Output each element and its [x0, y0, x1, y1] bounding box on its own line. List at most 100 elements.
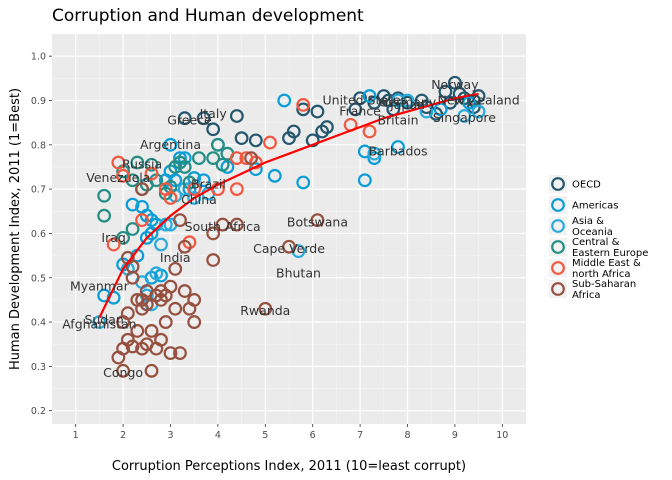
data-point: [135, 182, 149, 197]
data-point: [229, 151, 244, 165]
data-point: [196, 111, 211, 126]
data-point: [433, 102, 448, 117]
data-point: [282, 239, 296, 254]
point-label: Myanmar: [70, 279, 130, 294]
data-point: [367, 146, 382, 161]
data-point: [471, 89, 486, 103]
point-label: Afghanistan: [62, 316, 136, 331]
point-label: Rwanda: [240, 303, 290, 318]
legend-item: Asia &Oceania: [549, 216, 613, 238]
data-point: [97, 188, 112, 203]
data-point: [267, 168, 282, 183]
point-label: Singapore: [433, 110, 496, 125]
data-point: [116, 168, 130, 183]
data-point: [106, 290, 121, 305]
legend-label: Americas: [572, 201, 618, 212]
data-point: [154, 284, 168, 298]
data-point: [154, 332, 168, 347]
data-point: [206, 122, 221, 137]
point-label: Botswana: [287, 214, 348, 229]
data-point: [168, 301, 183, 316]
x-axis-ticks: 1 2 3 4 5 6 7 8 9 10: [73, 424, 508, 441]
data-point: [234, 131, 249, 146]
data-point: [154, 237, 168, 252]
series-central-eastern-europe: [97, 137, 235, 245]
point-label: India: [160, 250, 191, 265]
x-tick-label: 10: [496, 430, 508, 441]
data-point: [144, 226, 159, 241]
data-point: [462, 95, 477, 110]
point-label: Barbados: [368, 143, 427, 158]
data-point: [296, 175, 311, 190]
legend-label: Eastern Europe: [572, 248, 648, 259]
data-point: [125, 197, 140, 212]
point-label: Congo: [103, 365, 143, 380]
legend-key: [551, 261, 565, 275]
data-point: [353, 91, 368, 106]
data-point: [229, 217, 244, 232]
data-point: [125, 339, 140, 354]
trend-line: [98, 92, 479, 319]
point-label: Italy: [200, 106, 228, 121]
point-label: Germany: [379, 95, 437, 110]
data-point: [163, 346, 178, 360]
data-point: [357, 173, 372, 188]
x-tick-label: 8: [404, 430, 410, 441]
data-point: [457, 109, 472, 123]
data-point: [196, 173, 211, 188]
data-point: [106, 237, 121, 252]
point-label: Argentina: [140, 137, 201, 152]
data-point: [163, 137, 178, 152]
series-americas: [97, 89, 477, 305]
legend-item: OECD: [549, 175, 601, 193]
data-point: [215, 217, 230, 232]
x-tick-label: 9: [452, 430, 458, 441]
data-point: [116, 363, 130, 378]
data-point: [310, 213, 325, 228]
legend-label: Central &: [572, 237, 620, 248]
data-point: [348, 102, 363, 117]
data-point: [248, 133, 263, 148]
x-tick-label: 2: [120, 430, 126, 441]
point-label: Venezuela: [86, 170, 150, 185]
data-point: [443, 95, 458, 110]
point-label: Japan: [389, 97, 425, 112]
x-tick-label: 3: [167, 430, 173, 441]
x-axis-title: Corruption Perceptions Index, 2011 (10=l…: [112, 459, 466, 474]
data-point: [391, 93, 405, 108]
data-point: [471, 104, 486, 119]
data-point: [187, 191, 202, 205]
data-point: [125, 222, 140, 236]
x-tick-label: 4: [215, 430, 221, 441]
data-point: [206, 151, 221, 165]
x-tick-label: 5: [262, 430, 268, 441]
x-tick-label: 1: [73, 430, 79, 441]
y-tick-label: 0.9: [31, 96, 46, 107]
legend-label: Asia &: [572, 216, 604, 227]
data-point: [362, 89, 377, 103]
data-point: [229, 109, 244, 123]
legend-item: Middle East &north Africa: [549, 258, 641, 280]
point-label: Bhutan: [276, 265, 321, 280]
data-point: [125, 259, 140, 274]
data-point: [173, 346, 187, 360]
series-sub-saharan-africa: [111, 151, 325, 378]
legend-label: north Africa: [572, 269, 631, 280]
data-point: [244, 151, 258, 165]
x-tick-label: 7: [357, 430, 363, 441]
point-label: South Africa: [185, 219, 261, 234]
data-point: [438, 84, 453, 99]
legend-key: [551, 282, 565, 296]
data-point: [168, 261, 183, 276]
data-point: [177, 160, 192, 174]
data-point: [357, 144, 372, 159]
data-point: [187, 293, 202, 307]
y-tick-label: 0.7: [31, 185, 46, 196]
data-point: [206, 226, 221, 241]
data-point: [277, 93, 292, 108]
data-point: [296, 98, 311, 112]
data-point: [362, 124, 377, 139]
y-tick-label: 0.5: [31, 273, 46, 284]
point-label: Norway: [431, 77, 479, 92]
